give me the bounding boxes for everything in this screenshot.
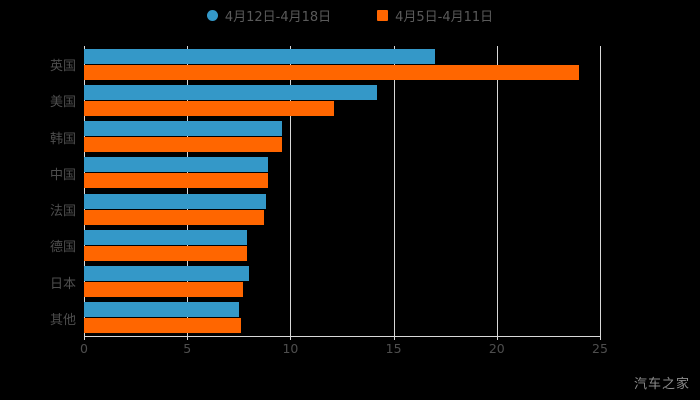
bar[interactable] xyxy=(84,48,435,64)
x-axis-tick-mark xyxy=(187,336,189,340)
y-axis-label: 美国 xyxy=(49,95,76,111)
x-axis-tick-label: 10 xyxy=(282,341,299,356)
x-axis-line xyxy=(84,336,601,337)
legend-label-1: 4月5日-4月11日 xyxy=(395,10,494,25)
x-axis-tick-label: 5 xyxy=(183,341,192,356)
bar-group xyxy=(84,121,600,153)
bar[interactable] xyxy=(84,266,250,282)
gridline-10 xyxy=(290,46,292,336)
x-axis-tick-label: 25 xyxy=(592,341,608,356)
y-axis-label: 中国 xyxy=(49,167,76,183)
bar-group xyxy=(84,302,600,334)
bar-group xyxy=(84,84,600,116)
y-axis-label: 其他 xyxy=(49,312,76,328)
gridline-25 xyxy=(600,46,601,336)
bar-group xyxy=(84,229,600,261)
chart-legend: 4月12日-4月18日 4月5日-4月11日 xyxy=(0,6,700,25)
y-axis-label: 英国 xyxy=(49,59,76,75)
watermark: 汽车之家 xyxy=(633,377,690,392)
x-axis-tick-mark xyxy=(290,336,292,340)
y-axis-label: 韩国 xyxy=(49,131,76,147)
legend-entry-1[interactable]: 4月5日-4月11日 xyxy=(377,6,493,25)
bar[interactable] xyxy=(84,302,239,318)
legend-label-0: 4月12日-4月18日 xyxy=(224,10,332,25)
bar[interactable] xyxy=(84,282,243,298)
x-axis-tick-mark xyxy=(393,336,395,340)
x-axis-tick-label: 20 xyxy=(488,341,505,356)
bar[interactable] xyxy=(84,84,378,100)
bar-group xyxy=(84,48,600,80)
bar[interactable] xyxy=(84,245,248,261)
bar-group xyxy=(84,193,600,225)
y-axis-label: 日本 xyxy=(49,276,76,292)
y-axis-label: 法国 xyxy=(49,204,76,220)
gridline-20 xyxy=(496,46,498,336)
legend-entry-0[interactable]: 4月12日-4月18日 xyxy=(206,6,332,25)
gridline-5 xyxy=(187,46,189,336)
bar[interactable] xyxy=(84,173,268,189)
bar-group xyxy=(84,157,600,189)
bar[interactable] xyxy=(84,209,264,225)
x-axis-tick-mark xyxy=(496,336,498,340)
bar[interactable] xyxy=(84,229,248,245)
y-axis-labels: 英国美国韩国中国法国德国日本其他 xyxy=(0,46,76,336)
bar[interactable] xyxy=(84,64,580,80)
bar[interactable] xyxy=(84,193,266,209)
x-axis-tick-mark xyxy=(600,336,601,340)
bar[interactable] xyxy=(84,100,334,116)
bar[interactable] xyxy=(84,121,283,137)
x-axis-tick-label: 15 xyxy=(385,341,402,356)
bar-group xyxy=(84,266,600,298)
bar[interactable] xyxy=(84,137,283,153)
gridline-0 xyxy=(84,46,85,336)
bar[interactable] xyxy=(84,157,268,173)
legend-square-icon xyxy=(377,10,389,21)
plot-area xyxy=(84,46,601,336)
legend-dot-icon xyxy=(206,10,218,21)
x-axis-tick-label: 0 xyxy=(80,341,88,356)
gridline-15 xyxy=(393,46,395,336)
x-axis-tick-mark xyxy=(84,336,85,340)
y-axis-label: 德国 xyxy=(49,240,76,256)
bar[interactable] xyxy=(84,318,241,334)
